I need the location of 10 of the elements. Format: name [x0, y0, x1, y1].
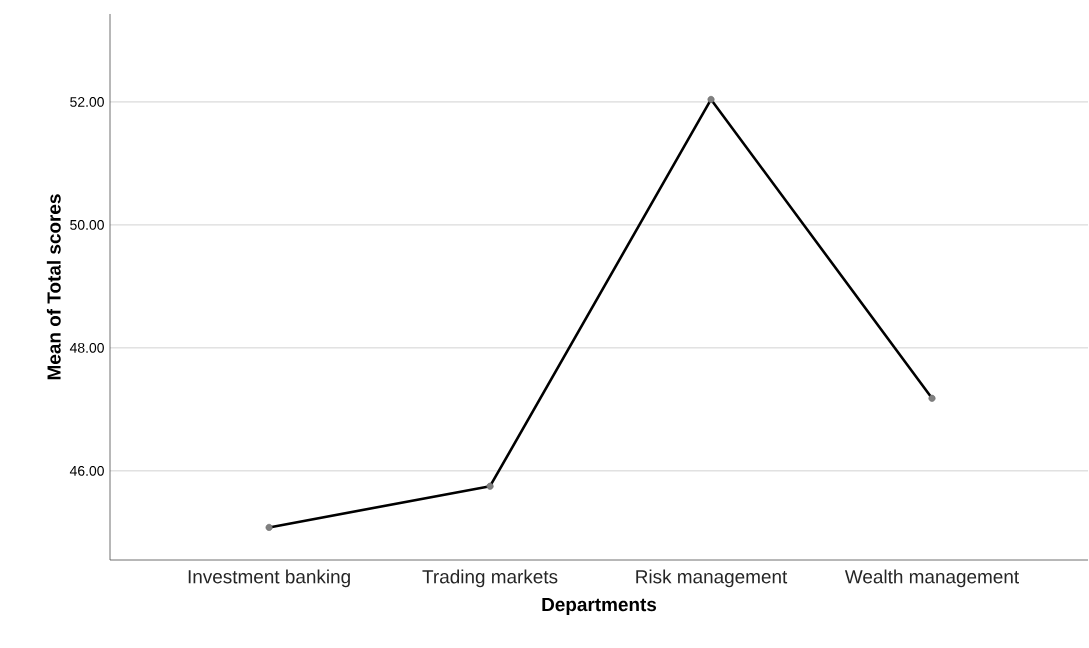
x-axis-title: Departments [542, 598, 657, 615]
x-tick-label: Trading markets [422, 569, 558, 588]
y-tick-label: 48.00 [69, 342, 104, 353]
x-tick-label: Wealth management [844, 569, 1019, 588]
y-tick-label: 52.00 [70, 96, 104, 107]
x-tick-label: Risk management [636, 569, 788, 588]
y-tick-label: 46.00 [69, 465, 104, 476]
y-tick-label: 50.00 [70, 219, 104, 230]
y-axis-title: Mean of Total scores [46, 194, 61, 380]
x-tick-label: Investment banking [188, 569, 350, 588]
